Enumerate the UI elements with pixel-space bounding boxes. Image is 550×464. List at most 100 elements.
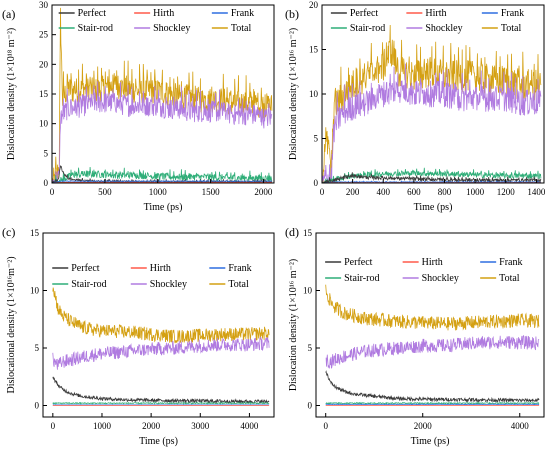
x-axis-label: Time (ps) — [411, 436, 450, 447]
series-line-total — [325, 284, 540, 331]
legend-label-stair-rod: Stair-rod — [350, 23, 385, 34]
legend-label-stair-rod: Stair-rod — [71, 279, 106, 290]
legend-label-shockley: Shockley — [422, 273, 459, 284]
legend-label-hirth: Hirth — [425, 8, 446, 19]
series-group — [52, 287, 270, 406]
legend-label-frank: Frank — [231, 8, 254, 19]
series-line-perfect — [322, 172, 542, 183]
legend-label-stair-rod: Stair-rod — [344, 273, 379, 284]
x-tick-label: 3000 — [191, 421, 210, 431]
series-line-shockley — [52, 81, 273, 183]
y-tick-label: 25 — [39, 30, 49, 40]
legend-label-hirth: Hirth — [153, 8, 174, 19]
x-axis-label: Time (ps) — [414, 202, 453, 213]
plot-frame — [42, 232, 275, 418]
legend: Perfect Hirth Frank Stair-rod Shockley Total — [58, 8, 254, 34]
legend-label-frank: Frank — [228, 263, 251, 274]
panel-label: (a) — [2, 7, 15, 21]
x-tick-label: 600 — [407, 187, 421, 197]
panel-d: 0 2000 4000 0 5 10 15 Time (ps) Dislocation dens… — [285, 225, 545, 447]
legend-label-shockley: Shockley — [425, 23, 462, 34]
x-tick-label: 2000 — [254, 187, 273, 197]
legend-label-perfect: Perfect — [350, 8, 379, 19]
panel-label: (b) — [285, 7, 299, 21]
series-group — [52, 7, 273, 183]
x-tick-label: 1000 — [466, 187, 485, 197]
legend-label-total: Total — [501, 23, 522, 34]
y-tick-label: 10 — [303, 286, 313, 296]
y-tick-label: 10 — [309, 89, 319, 99]
y-tick-label: 0 — [314, 178, 319, 188]
x-tick-label: 500 — [98, 187, 112, 197]
series-group — [322, 24, 542, 183]
panel-a: 0 500 1000 1500 2000 0 5 10 15 20 25 30 Time (ps) Dis… — [2, 0, 275, 213]
series-line-stair-rod — [322, 167, 542, 183]
series-line-shockley — [325, 334, 540, 369]
x-axis-label: Time (ps) — [139, 436, 178, 447]
series-line-perfect — [325, 370, 540, 403]
series-line-stair-rod — [52, 166, 273, 183]
x-tick-label: 0 — [323, 421, 328, 431]
series-line-total — [322, 24, 542, 183]
y-tick-label: 0 — [44, 178, 49, 188]
legend-label-perfect: Perfect — [344, 257, 373, 268]
x-tick-label: 1000 — [149, 187, 168, 197]
series-group — [325, 284, 540, 406]
legend-label-perfect: Perfect — [78, 8, 107, 19]
y-tick-label: 0 — [308, 401, 313, 411]
y-tick-label: 30 — [39, 0, 49, 10]
legend-label-shockley: Shockley — [150, 279, 187, 290]
y-tick-label: 15 — [309, 45, 319, 55]
legend-label-shockley: Shockley — [153, 23, 190, 34]
series-line-hirth — [52, 181, 272, 183]
legend: Perfect Hirth Frank Stair-rod Shockley Total — [52, 263, 252, 290]
x-tick-label: 0 — [320, 187, 325, 197]
legend: Perfect Hirth Frank Stair-rod Shockley Total — [325, 257, 523, 284]
x-tick-label: 2000 — [142, 421, 161, 431]
panel-label: (c) — [2, 225, 15, 239]
x-tick-label: 0 — [51, 421, 56, 431]
x-axis-label: Time (ps) — [144, 202, 183, 213]
y-tick-label: 5 — [44, 148, 49, 158]
y-tick-label: 5 — [35, 343, 40, 353]
y-tick-label: 20 — [309, 0, 319, 10]
y-axis-label: Dislocation density (1×10¹⁶ m⁻²) — [288, 28, 299, 160]
legend-label-total: Total — [499, 273, 520, 284]
y-tick-label: 15 — [303, 228, 313, 238]
x-tick-label: 200 — [346, 187, 360, 197]
y-tick-label: 15 — [30, 228, 40, 238]
y-axis-label: Dislocation density (1×10¹⁸ m⁻²) — [6, 28, 17, 160]
legend-label-frank: Frank — [499, 257, 522, 268]
legend: Perfect Hirth Frank Stair-rod Shockley Total — [330, 8, 524, 34]
y-tick-label: 20 — [39, 59, 49, 69]
legend-label-total: Total — [231, 23, 252, 34]
plot-frame — [315, 232, 545, 418]
y-tick-label: 5 — [314, 134, 319, 144]
x-tick-label: 400 — [376, 187, 390, 197]
series-line-frank — [325, 403, 540, 406]
series-line-perfect — [52, 376, 270, 405]
x-tick-label: 2000 — [414, 421, 433, 431]
legend-label-stair-rod: Stair-rod — [78, 23, 113, 34]
series-line-frank — [52, 179, 273, 183]
legend-label-frank: Frank — [501, 8, 524, 19]
x-tick-label: 1400 — [527, 187, 546, 197]
panel-c: 0 1000 2000 3000 4000 0 5 10 15 Time (ps) Dislocat… — [2, 225, 275, 447]
legend-label-perfect: Perfect — [71, 263, 100, 274]
x-tick-label: 1200 — [497, 187, 516, 197]
y-tick-label: 15 — [39, 89, 49, 99]
legend-label-total: Total — [228, 279, 249, 290]
series-line-stair-rod — [325, 401, 540, 405]
x-tick-label: 4000 — [511, 421, 530, 431]
y-tick-label: 0 — [35, 401, 40, 411]
x-tick-label: 4000 — [240, 421, 259, 431]
x-tick-label: 1500 — [202, 187, 221, 197]
x-tick-label: 0 — [50, 187, 55, 197]
legend-label-hirth: Hirth — [422, 257, 443, 268]
x-tick-label: 800 — [438, 187, 452, 197]
x-tick-label: 1000 — [93, 421, 112, 431]
panel-label: (d) — [285, 225, 299, 239]
y-tick-label: 10 — [30, 286, 40, 296]
series-line-total — [52, 287, 270, 344]
